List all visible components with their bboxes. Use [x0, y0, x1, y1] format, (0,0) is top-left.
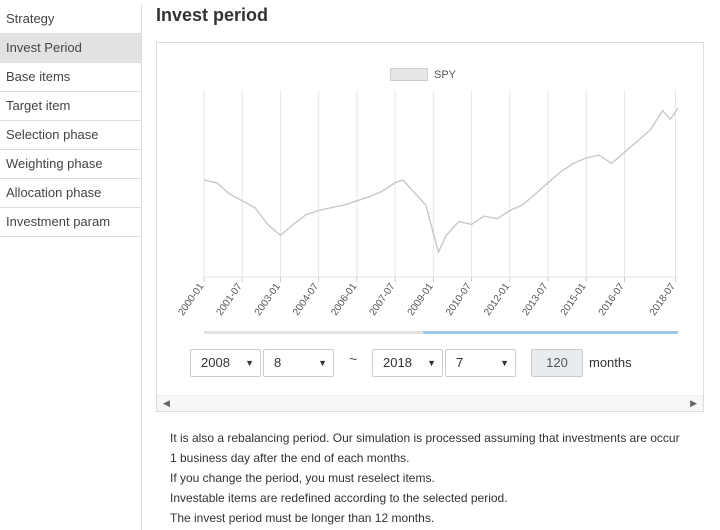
legend-swatch: [390, 68, 428, 81]
x-tick-label: 2013-07: [520, 281, 550, 318]
horizontal-scrollbar[interactable]: ◀ ▶: [157, 395, 703, 411]
x-tick-label: 2018-07: [648, 281, 678, 318]
start-month-value: 8: [274, 355, 282, 370]
x-tick-label: 2012-01: [482, 281, 512, 318]
end-month-select[interactable]: 7 ▼: [445, 349, 516, 377]
note-line: It is also a rebalancing period. Our sim…: [170, 431, 680, 445]
start-year-select[interactable]: 2008 ▼: [190, 349, 261, 377]
scroll-left-icon[interactable]: ◀: [163, 398, 170, 408]
chevron-down-icon: ▼: [318, 358, 327, 368]
start-year-value: 2008: [201, 355, 230, 370]
note-line: 1 business day after the end of each mon…: [170, 451, 410, 465]
months-count-field: 120: [531, 349, 583, 377]
x-tick-label: 2015-01: [559, 281, 589, 318]
end-year-select[interactable]: 2018 ▼: [372, 349, 443, 377]
note-line: Investable items are redefined according…: [170, 491, 508, 505]
spy-line-chart: 2000-01 2001-07 2003-01 2004-07 2006-01 2007-…: [176, 90, 679, 334]
sidebar-item-investment-param[interactable]: Investment param: [0, 208, 141, 237]
x-tick-label: 2010-07: [444, 281, 474, 318]
notes-block: It is also a rebalancing period. Our sim…: [170, 428, 710, 528]
chart-legend[interactable]: SPY: [390, 68, 456, 81]
sidebar-item-target-item[interactable]: Target item: [0, 92, 141, 121]
sidebar-item-allocation-phase[interactable]: Allocation phase: [0, 179, 141, 208]
end-month-value: 7: [456, 355, 464, 370]
start-month-select[interactable]: 8 ▼: [263, 349, 334, 377]
sidebar-item-selection-phase[interactable]: Selection phase: [0, 121, 141, 150]
chevron-down-icon: ▼: [427, 358, 436, 368]
sidebar-item-invest-period[interactable]: Invest Period: [0, 34, 141, 63]
sidebar-item-strategy[interactable]: Strategy: [0, 5, 141, 34]
x-tick-label: 2009-01: [406, 281, 436, 318]
range-selection-bar[interactable]: [423, 331, 678, 334]
sidebar-item-base-items[interactable]: Base items: [0, 63, 141, 92]
x-tick-label: 2000-01: [176, 281, 206, 318]
period-separator: ~: [349, 351, 358, 367]
series-line-spy: [203, 107, 679, 255]
note-line: If you change the period, you must resel…: [170, 471, 435, 485]
chevron-down-icon: ▼: [245, 358, 254, 368]
page-title: Invest period: [156, 5, 269, 25]
x-tick-label: 2016-07: [597, 281, 627, 318]
legend-label: SPY: [434, 68, 457, 81]
end-year-value: 2018: [383, 355, 412, 370]
sidebar-item-weighting-phase[interactable]: Weighting phase: [0, 150, 141, 179]
x-tick-label: 2003-01: [253, 281, 283, 318]
months-label: months: [589, 355, 632, 370]
x-tick-label: 2001-07: [215, 281, 245, 318]
sidebar: Strategy Invest Period Base items Target it…: [0, 5, 142, 530]
x-tick-label: 2007-07: [368, 281, 398, 318]
chart-panel: 2000-01 2001-07 2003-01 2004-07 2006-01 2007-…: [156, 42, 704, 412]
scroll-right-icon[interactable]: ▶: [690, 398, 697, 408]
x-tick-label: 2006-01: [329, 281, 359, 318]
chevron-down-icon: ▼: [500, 358, 509, 368]
note-line: The invest period must be longer than 12…: [170, 511, 435, 525]
x-tick-label: 2004-07: [291, 281, 321, 318]
